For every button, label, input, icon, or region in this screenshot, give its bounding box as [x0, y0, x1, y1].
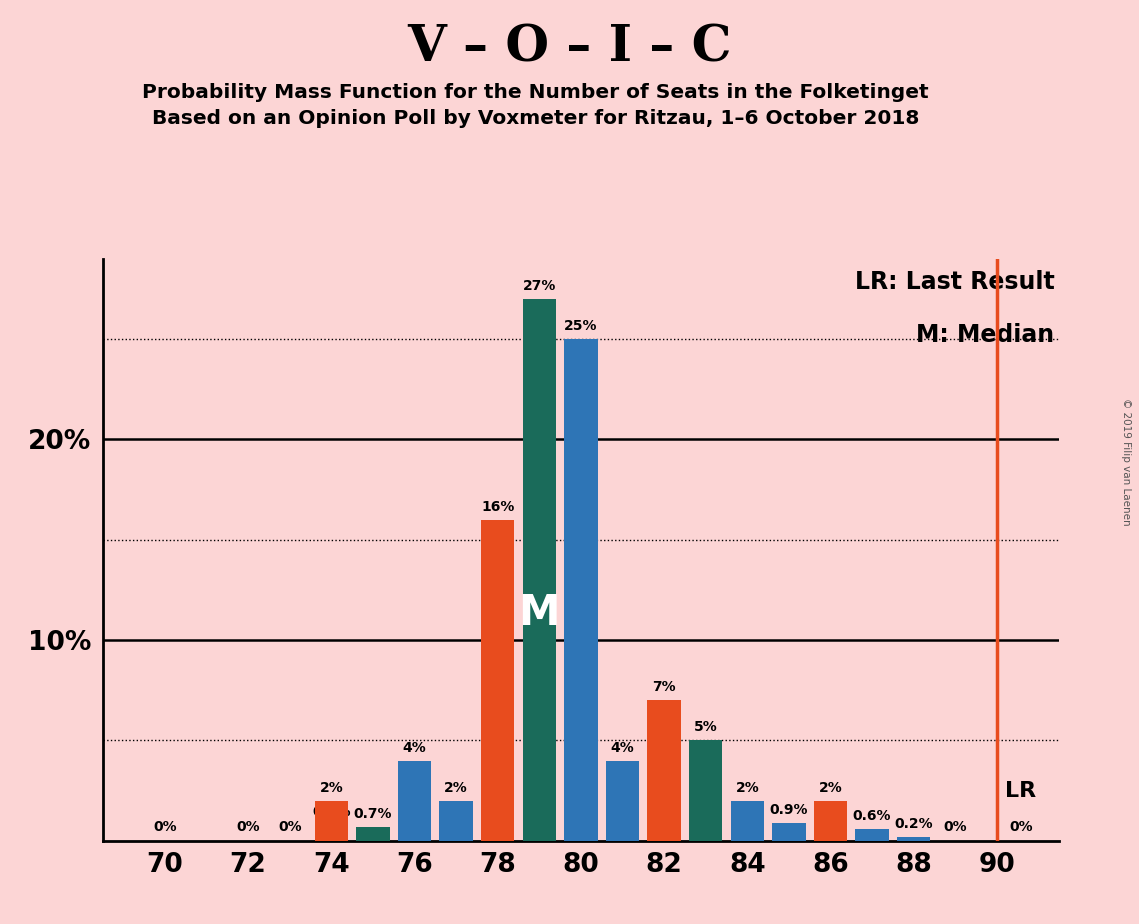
- Text: Based on an Opinion Poll by Voxmeter for Ritzau, 1–6 October 2018: Based on an Opinion Poll by Voxmeter for…: [151, 109, 919, 128]
- Bar: [772, 822, 805, 841]
- Text: 0.2%: 0.2%: [894, 817, 933, 831]
- Text: 0.6%: 0.6%: [853, 808, 892, 822]
- Text: 0%: 0%: [153, 820, 177, 833]
- Text: 2%: 2%: [319, 781, 343, 795]
- Text: 0.8%: 0.8%: [312, 805, 351, 819]
- Text: 27%: 27%: [523, 279, 556, 293]
- Bar: [606, 760, 639, 841]
- Text: 16%: 16%: [481, 500, 515, 514]
- Text: 2%: 2%: [444, 781, 468, 795]
- Bar: [314, 801, 347, 841]
- Text: 4%: 4%: [611, 740, 634, 755]
- Text: 2%: 2%: [736, 781, 760, 795]
- Bar: [440, 801, 473, 841]
- Bar: [814, 801, 847, 841]
- Text: 0.7%: 0.7%: [353, 807, 392, 821]
- Text: LR: LR: [1006, 781, 1036, 801]
- Text: 7%: 7%: [653, 680, 675, 694]
- Text: M: Median: M: Median: [917, 322, 1055, 346]
- Text: 25%: 25%: [564, 319, 598, 333]
- Text: V – O – I – C: V – O – I – C: [408, 23, 731, 72]
- Text: Probability Mass Function for the Number of Seats in the Folketinget: Probability Mass Function for the Number…: [142, 83, 928, 103]
- Text: 0%: 0%: [1009, 820, 1033, 833]
- Bar: [647, 700, 681, 841]
- Text: 0%: 0%: [943, 820, 967, 833]
- Text: LR: Last Result: LR: Last Result: [854, 271, 1055, 295]
- Text: 5%: 5%: [694, 721, 718, 735]
- Bar: [481, 519, 515, 841]
- Bar: [898, 837, 931, 841]
- Text: 4%: 4%: [402, 740, 426, 755]
- Text: 0%: 0%: [236, 820, 260, 833]
- Bar: [357, 827, 390, 841]
- Text: 0%: 0%: [278, 820, 302, 833]
- Text: 2%: 2%: [819, 781, 843, 795]
- Text: M: M: [518, 592, 560, 634]
- Bar: [314, 825, 347, 841]
- Bar: [855, 829, 888, 841]
- Bar: [564, 339, 598, 841]
- Bar: [689, 740, 722, 841]
- Bar: [730, 801, 764, 841]
- Bar: [523, 298, 556, 841]
- Text: 0.9%: 0.9%: [770, 803, 809, 817]
- Text: © 2019 Filip van Laenen: © 2019 Filip van Laenen: [1121, 398, 1131, 526]
- Bar: [398, 760, 432, 841]
